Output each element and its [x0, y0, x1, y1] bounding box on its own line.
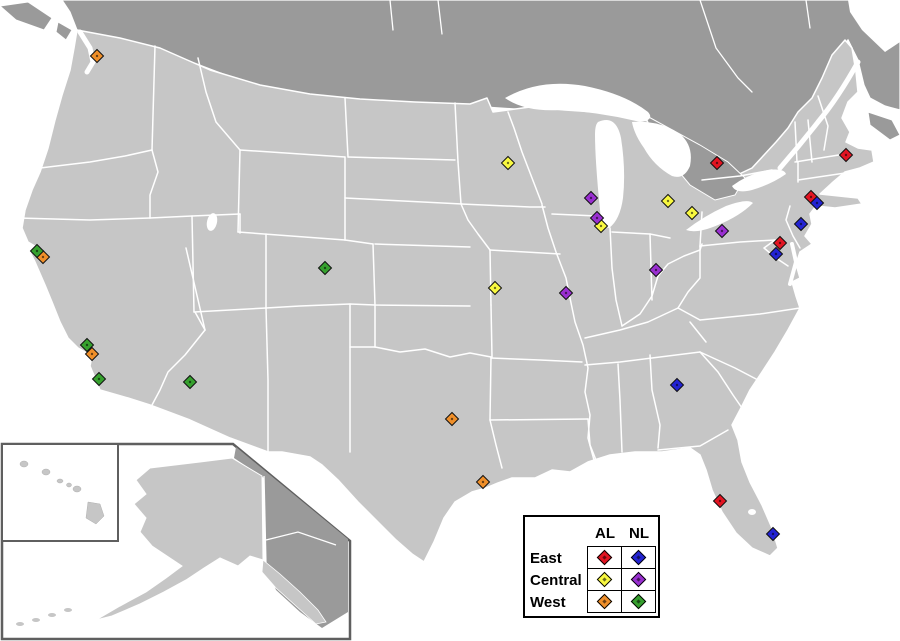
- legend-swatch-east-al: [587, 546, 622, 569]
- legend-col-al: AL: [595, 524, 615, 542]
- marker-center-dot: [675, 383, 679, 387]
- marker-center-dot: [35, 249, 39, 253]
- marker-center-dot: [778, 241, 782, 245]
- team-markers: [29, 48, 854, 542]
- marker-center-dot: [844, 153, 848, 157]
- lake-huron: [632, 121, 691, 177]
- marker-center-dot: [493, 286, 497, 290]
- legend-swatch-west-al: [587, 590, 622, 613]
- legend-swatch-west-nl: [621, 590, 656, 613]
- great-salt-lake: [206, 213, 218, 231]
- marker-center-dot: [599, 224, 603, 228]
- nova-scotia: [867, 111, 900, 141]
- canada-provincial-borders: [389, 0, 853, 93]
- legend-swatch-east-nl: [621, 546, 656, 569]
- marker-center-dot: [715, 161, 719, 165]
- inset-canada: [234, 447, 348, 628]
- alaska-hawaii-inset: [0, 442, 352, 641]
- marker-center-dot: [654, 268, 658, 272]
- alaska-panhandle: [261, 559, 327, 625]
- st-lawrence-river: [777, 59, 861, 171]
- legend-swatch-central-nl: [621, 568, 656, 591]
- lake-okeechobee: [748, 509, 756, 515]
- marker-center-dot: [41, 255, 45, 259]
- marker-center-dot: [95, 54, 99, 58]
- marker-center-dot: [90, 352, 94, 356]
- yukon-bc-border: [265, 531, 337, 546]
- marker-center-dot: [450, 417, 454, 421]
- lake-ontario: [732, 169, 786, 192]
- marker-center-dot: [188, 380, 192, 384]
- legend: AL NL East Central West: [523, 515, 660, 618]
- legend-row-east: East: [530, 549, 562, 567]
- marker-center-dot: [720, 229, 724, 233]
- state-borders: [17, 45, 853, 473]
- legend-corner: [528, 519, 588, 547]
- great-lakes: [77, 0, 900, 515]
- marker-center-dot: [799, 222, 803, 226]
- legend-col-nl: NL: [629, 524, 649, 542]
- hawaii-islands: [19, 460, 105, 525]
- lake-erie: [686, 201, 753, 232]
- marker-center-dot: [564, 291, 568, 295]
- legend-row-west: West: [530, 593, 566, 611]
- chesapeake-bay: [788, 242, 799, 286]
- marker-center-dot: [481, 480, 485, 484]
- marker-center-dot: [595, 216, 599, 220]
- hawaii-box: [1, 443, 119, 542]
- marker-center-dot: [323, 266, 327, 270]
- marker-center-dot: [815, 201, 819, 205]
- lake-michigan: [595, 120, 625, 228]
- marker-center-dot: [690, 211, 694, 215]
- aleutian-islands: [16, 608, 72, 626]
- alaska-yukon-border: [263, 475, 267, 565]
- legend-row-central: Central: [530, 571, 582, 589]
- marker-center-dot: [771, 532, 775, 536]
- marker-center-dot: [718, 499, 722, 503]
- vancouver-island: [0, 1, 53, 31]
- marker-center-dot: [666, 199, 670, 203]
- marker-center-dot: [506, 161, 510, 165]
- coastal-island: [55, 21, 73, 41]
- marker-center-dot: [809, 195, 813, 199]
- gulf-of-st-lawrence: [848, 0, 900, 52]
- marker-center-dot: [774, 252, 778, 256]
- marker-center-dot: [85, 343, 89, 347]
- marker-center-dot: [589, 196, 593, 200]
- alaska-landmass: [95, 457, 264, 621]
- marker-center-dot: [97, 377, 101, 381]
- lake-superior: [505, 83, 651, 122]
- legend-swatch-central-al: [587, 568, 622, 591]
